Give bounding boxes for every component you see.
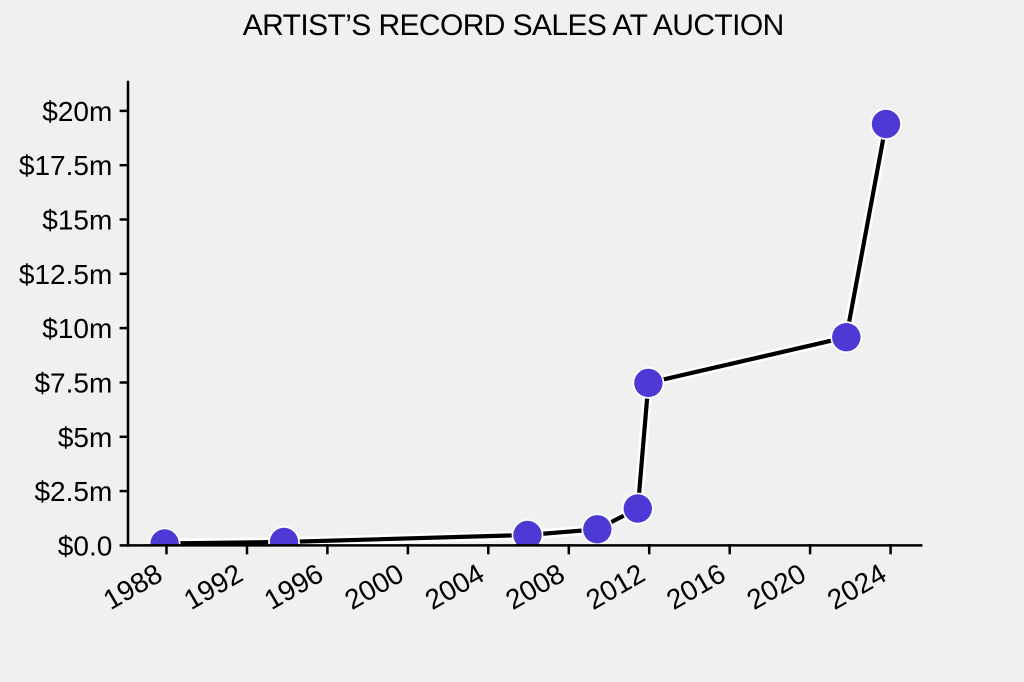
- svg-text:$20m: $20m: [42, 96, 112, 127]
- svg-text:$0.0: $0.0: [58, 530, 113, 561]
- svg-text:$12.5m: $12.5m: [19, 259, 112, 290]
- svg-text:$10m: $10m: [42, 313, 112, 344]
- svg-text:$15m: $15m: [42, 205, 112, 236]
- svg-text:$7.5m: $7.5m: [34, 368, 112, 399]
- svg-text:ARTIST’S RECORD SALES AT AUCTI: ARTIST’S RECORD SALES AT AUCTION: [243, 9, 784, 42]
- svg-text:$17.5m: $17.5m: [19, 150, 112, 181]
- svg-text:$5m: $5m: [58, 422, 112, 453]
- svg-text:$2.5m: $2.5m: [34, 476, 112, 507]
